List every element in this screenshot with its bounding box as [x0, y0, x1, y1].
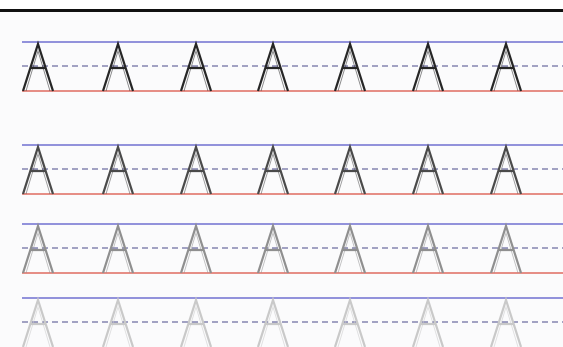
letter-a-glyph — [21, 296, 55, 347]
letter-a-glyph — [333, 222, 367, 274]
letter-a-glyph — [333, 296, 367, 347]
practice-row — [21, 40, 563, 92]
practice-row — [21, 143, 563, 195]
practice-row — [21, 296, 563, 347]
letter-a-glyph — [489, 40, 523, 92]
letter-a-glyph — [21, 222, 55, 274]
letter-a-glyph — [489, 143, 523, 195]
letter-a-glyph — [256, 296, 290, 347]
letter-a-glyph — [333, 143, 367, 195]
letter-a-glyph — [179, 296, 213, 347]
letter-a-glyph — [21, 40, 55, 92]
letter-a-glyph — [179, 143, 213, 195]
letter-a-glyph — [256, 40, 290, 92]
letter-a-glyph — [411, 222, 445, 274]
letter-a-glyph — [101, 296, 135, 347]
letter-a-glyph — [101, 40, 135, 92]
letter-a-glyph — [411, 40, 445, 92]
practice-row — [21, 222, 563, 274]
letter-a-glyph — [101, 222, 135, 274]
letter-a-glyph — [179, 40, 213, 92]
letter-a-glyph — [179, 222, 213, 274]
letter-a-glyph — [21, 143, 55, 195]
letter-a-glyph — [333, 40, 367, 92]
letter-a-glyph — [256, 222, 290, 274]
letter-a-glyph — [489, 222, 523, 274]
letter-a-glyph — [411, 143, 445, 195]
top-border — [0, 0, 563, 12]
letter-a-glyph — [411, 296, 445, 347]
letter-a-glyph — [256, 143, 290, 195]
letter-a-glyph — [489, 296, 523, 347]
letter-a-glyph — [101, 143, 135, 195]
